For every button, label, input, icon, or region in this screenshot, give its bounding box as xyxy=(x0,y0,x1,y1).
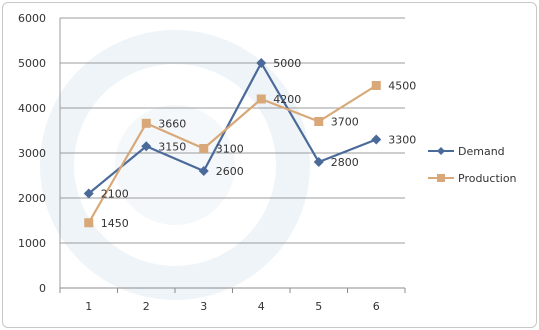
series-lines xyxy=(83,58,382,228)
legend-marker-production xyxy=(437,174,445,182)
tick-labels: 0 1000 2000 3000 4000 5000 6000 1 2 3 4 5 6 xyxy=(18,12,380,313)
watermark-disc xyxy=(115,105,235,225)
data-label-production: 4500 xyxy=(388,80,416,93)
data-label-production: 4200 xyxy=(273,93,301,106)
axes xyxy=(59,18,406,293)
series-line-demand xyxy=(88,61,377,195)
data-point-demand xyxy=(83,188,94,199)
data-label-demand: 2100 xyxy=(101,188,129,201)
background-watermark xyxy=(40,30,310,300)
data-label-demand: 3300 xyxy=(388,134,416,147)
legend-label-production: Production xyxy=(458,172,517,185)
x-tick-label: 2 xyxy=(143,300,150,313)
data-label-production: 1450 xyxy=(101,217,129,230)
data-point-demand xyxy=(198,166,209,176)
y-tick-label: 5000 xyxy=(18,57,46,70)
data-labels: 2100 3150 2600 5000 2800 3300 1450 3660 3100 4200… xyxy=(101,57,417,230)
data-point-demand xyxy=(313,157,324,167)
data-point-production xyxy=(84,218,94,228)
data-label-demand: 5000 xyxy=(273,57,301,70)
y-tick-label: 0 xyxy=(39,282,46,295)
data-label-production: 3100 xyxy=(216,143,244,156)
gridlines xyxy=(60,17,405,244)
data-point-demand xyxy=(371,134,382,145)
legend-marker-demand xyxy=(437,147,445,155)
x-tick-label: 3 xyxy=(200,300,207,313)
data-label-demand: 2600 xyxy=(216,165,244,178)
watermark-ring xyxy=(40,30,310,300)
data-label-production: 3700 xyxy=(331,116,359,129)
y-tick-label: 6000 xyxy=(18,12,46,25)
y-tick-label: 4000 xyxy=(18,102,46,115)
data-label-demand: 2800 xyxy=(331,156,359,169)
x-tick-label: 4 xyxy=(258,300,265,313)
x-tick-label: 6 xyxy=(373,300,380,313)
data-label-demand: 3150 xyxy=(158,140,186,153)
legend-label-demand: Demand xyxy=(458,145,505,158)
y-tick-label: 1000 xyxy=(18,237,46,250)
x-tick-label: 5 xyxy=(315,300,322,313)
y-tick-label: 3000 xyxy=(18,147,46,160)
legend: Demand Production xyxy=(428,145,517,185)
data-point-production xyxy=(199,144,209,153)
data-point-production xyxy=(314,117,324,126)
data-point-production xyxy=(141,118,151,128)
data-point-production xyxy=(371,81,381,90)
y-tick-label: 2000 xyxy=(18,192,46,205)
data-point-production xyxy=(256,94,266,104)
series-line-production xyxy=(87,84,377,224)
data-point-demand xyxy=(141,141,152,152)
data-label-production: 3660 xyxy=(158,117,186,130)
x-tick-label: 1 xyxy=(85,300,92,313)
data-point-demand xyxy=(256,58,267,68)
